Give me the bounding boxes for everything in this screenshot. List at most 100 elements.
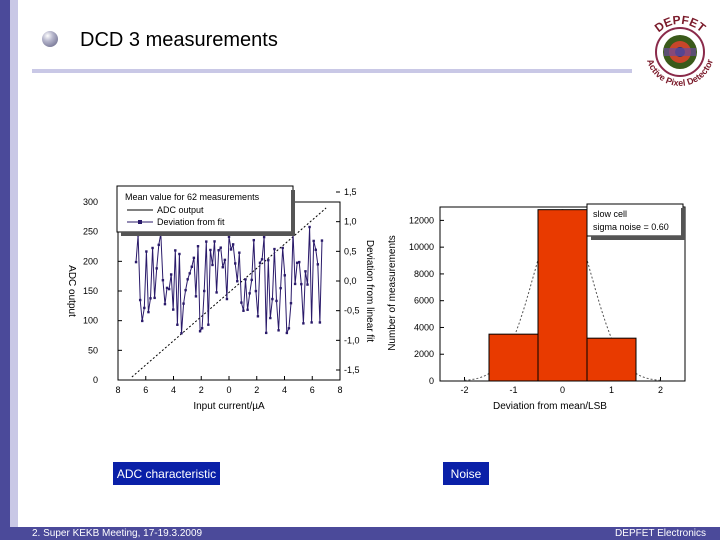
adc-deviation-point (200, 327, 204, 330)
adc-y-tick-label: 50 (88, 345, 98, 355)
logo-top-text: DEPFET (652, 13, 709, 36)
noise-y-tick-label: 10000 (409, 242, 434, 252)
adc-deviation-point (269, 316, 272, 320)
adc-legend: Mean value for 62 measurements ADC outpu… (116, 185, 295, 236)
adc-legend-marker-deviation (138, 220, 142, 224)
adc-x-tick-label: 4 (282, 385, 287, 395)
adc-deviation-point (287, 327, 291, 330)
adc-deviation-point (219, 246, 222, 249)
adc-deviation-point (192, 256, 196, 260)
adc-deviation-point (205, 240, 208, 243)
adc-deviation-point (304, 270, 307, 273)
adc-deviation-point (145, 250, 148, 253)
adc-deviation-point (172, 308, 175, 311)
adc-deviation-point (161, 278, 165, 282)
adc-deviation-point (298, 260, 301, 264)
adc-deviation-point (217, 249, 220, 252)
adc-deviation-point (314, 248, 317, 251)
adc-deviation-point (167, 287, 171, 291)
adc-deviation-point (312, 239, 315, 243)
adc-y-tick-label: 250 (83, 227, 98, 237)
adc-deviation-point (295, 261, 299, 264)
adc-deviation-point (180, 332, 183, 335)
noise-y-tick-label: 4000 (414, 322, 434, 332)
adc-deviation-point (169, 273, 173, 276)
noise-annotation: slow cell sigma noise = 0.60 (586, 203, 685, 240)
adc-deviation-point (289, 301, 293, 305)
adc-deviation-point (225, 297, 229, 301)
left-accent-stripe (10, 0, 18, 540)
adc-caption: ADC characteristic (113, 462, 220, 485)
adc-x-tick-label: 4 (171, 385, 176, 395)
footer-bar (0, 527, 720, 540)
adc-deviation-point (149, 297, 152, 300)
noise-y-tick-label: 2000 (414, 349, 434, 359)
adc-deviation-point (262, 235, 266, 239)
adc-legend-label-deviation: Deviation from fit (157, 217, 225, 227)
adc-y2-tick-label: -1,0 (344, 335, 360, 345)
adc-deviation-point (240, 301, 243, 304)
adc-deviation-point (233, 262, 237, 265)
adc-y-tick-label: 200 (83, 256, 98, 266)
adc-deviation-point (151, 246, 154, 250)
adc-x-tick-label: 6 (310, 385, 315, 395)
adc-y-axis-label: ADC output (66, 265, 77, 317)
adc-deviation-point (155, 267, 158, 270)
adc-deviation-point (302, 322, 305, 325)
adc-deviation-point (246, 308, 249, 311)
noise-x-tick-label: 1 (609, 385, 614, 395)
noise-y-tick-label: 12000 (409, 215, 434, 225)
adc-x-tick-label: 2 (254, 385, 259, 395)
adc-deviation-point (211, 263, 214, 267)
adc-deviation-point (223, 258, 227, 262)
adc-deviation-point (182, 302, 185, 305)
adc-characteristic-chart: 0 50 100 150 200 250 300 -1,5 -1,0 -0,5 0,0 0,5 1,0… (66, 185, 375, 412)
adc-y-tick-label: 300 (83, 197, 98, 207)
adc-deviation-point (277, 329, 280, 332)
adc-y2-axis-label: Deviation from linear fit (364, 240, 375, 342)
adc-deviation-point (174, 249, 177, 252)
depfet-logo: DEPFET Active Pixel Detector (645, 13, 715, 88)
adc-deviation-point (310, 321, 313, 324)
noise-y-axis-label: Number of measurements (387, 235, 398, 351)
adc-x-axis-label: Input current/µA (193, 401, 265, 412)
adc-y2-tick-label: 1,5 (344, 187, 357, 197)
noise-x-tick-label: 2 (658, 385, 663, 395)
adc-deviation-point (279, 286, 282, 290)
adc-deviation-point (258, 261, 262, 264)
adc-deviation-point (238, 251, 241, 254)
noise-bar (586, 337, 637, 382)
adc-deviation-point (236, 280, 239, 283)
adc-deviation-point (281, 246, 284, 250)
adc-legend-title: Mean value for 62 measurements (125, 192, 260, 202)
adc-y2-tick-label: 0,5 (344, 246, 357, 256)
adc-deviation-point (176, 323, 179, 326)
adc-deviation-point (186, 278, 189, 281)
adc-deviation-point (273, 247, 276, 251)
adc-deviation-point (143, 306, 146, 310)
adc-deviation-point (227, 235, 231, 238)
noise-x-tick-label: -2 (460, 385, 468, 395)
adc-deviation-point (209, 248, 212, 252)
noise-histogram-chart: 0 2000 4000 6000 8000 10000 12000 -2 -1 0 1 2 slow… (387, 203, 686, 412)
noise-annotation-line2: sigma noise = 0.60 (593, 222, 669, 232)
noise-bar (537, 209, 588, 382)
adc-x-tick-label: 0 (226, 385, 231, 395)
adc-deviation-point (229, 248, 233, 251)
adc-deviation-point (147, 310, 150, 314)
adc-x-tick-label: 8 (115, 385, 120, 395)
adc-y2-tick-label: 1,0 (344, 217, 357, 227)
adc-deviation-point (248, 292, 251, 295)
adc-deviation-point (260, 258, 264, 261)
adc-x-tick-label: 6 (143, 385, 148, 395)
noise-x-tick-label: 0 (560, 385, 565, 395)
adc-deviation-point (203, 289, 206, 293)
adc-deviation-point (308, 225, 311, 229)
adc-deviation-point (196, 245, 200, 248)
adc-y-tick-label: 0 (93, 375, 98, 385)
adc-output-line (131, 207, 327, 378)
adc-deviation-point (178, 252, 181, 256)
adc-deviation-point (198, 330, 202, 333)
adc-deviation-point (316, 263, 320, 266)
noise-x-tick-label: -1 (509, 385, 517, 395)
